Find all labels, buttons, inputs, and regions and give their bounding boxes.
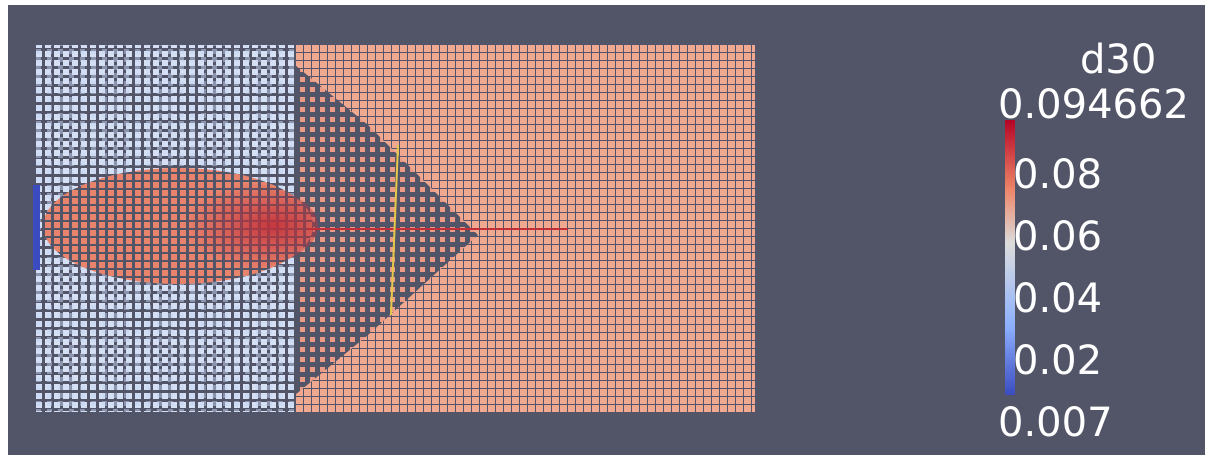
- colorbar-tick: 0.06: [1013, 217, 1102, 257]
- colorbar-tick: 0.04: [1013, 279, 1102, 319]
- colorbar-max: 0.094662: [998, 85, 1189, 125]
- colorbar-tick: 0.02: [1013, 341, 1102, 381]
- colorbar-title: d30: [1080, 40, 1156, 80]
- jet-core: [138, 181, 318, 271]
- colorbar-min: 0.007: [998, 403, 1113, 443]
- page: {"colorbar": {"title": "d30", "max_label…: [0, 0, 1212, 459]
- colorbar-tick: 0.08: [1013, 155, 1102, 195]
- inlet: [33, 185, 40, 270]
- render-view: d30 0.094662 0.08 0.06 0.04 0.02 0.007: [8, 5, 1205, 455]
